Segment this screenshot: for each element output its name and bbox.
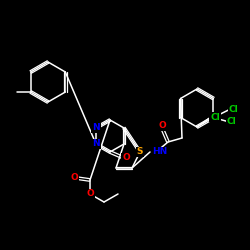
Text: O: O (86, 190, 94, 198)
Text: N: N (92, 124, 100, 132)
Text: HN: HN (152, 148, 167, 156)
Text: Cl: Cl (226, 117, 236, 126)
Text: Cl: Cl (210, 112, 220, 122)
Text: S: S (137, 148, 143, 156)
Text: O: O (70, 174, 78, 182)
Text: N: N (92, 140, 100, 148)
Text: O: O (122, 154, 130, 162)
Text: Cl: Cl (228, 105, 238, 114)
Text: O: O (158, 122, 166, 130)
